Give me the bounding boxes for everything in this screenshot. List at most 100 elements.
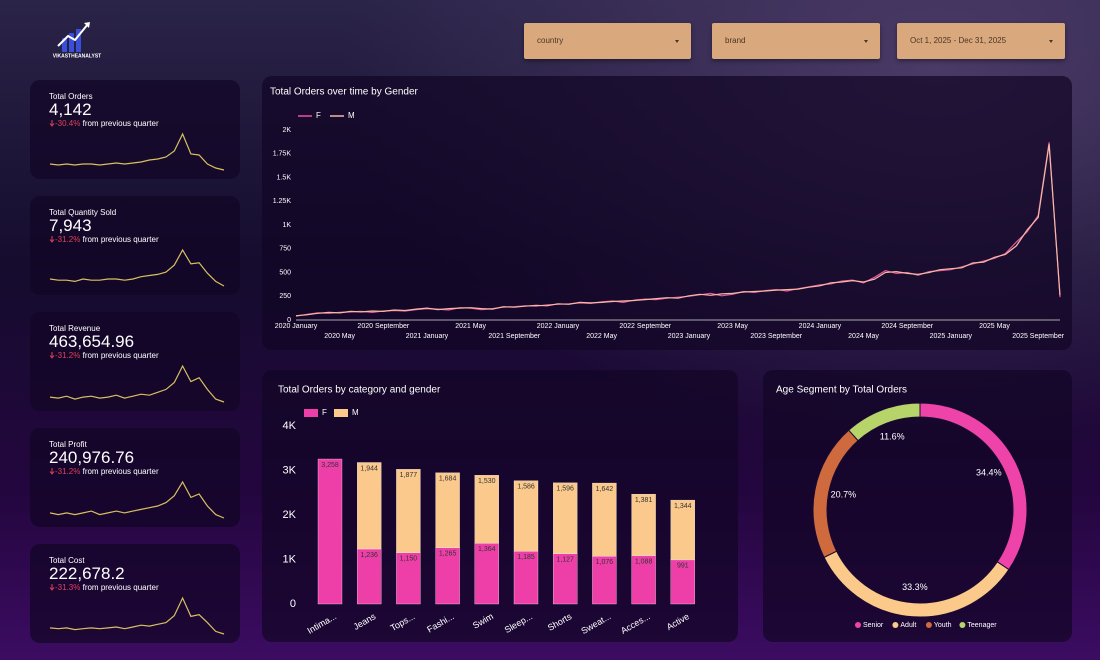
kpi-card: Total Profit 240,976.76 -31.2% from previo… [30,428,240,527]
down-arrow [49,120,55,127]
x-tick-label: Acces... [619,611,652,636]
y-tick-label: 750 [279,246,291,253]
value-label: 1,944 [360,465,378,472]
legend-swatch [855,622,861,628]
value-label: 1,236 [360,552,378,559]
chart-title: Age Segment by Total Orders [776,385,907,396]
x-tick-label: Tops... [389,611,417,633]
legend-label: Youth [934,622,952,629]
sparkline [49,480,225,519]
kpi-change: -30.4% [55,119,81,128]
bar-segment [396,552,421,605]
sparkline [49,132,225,171]
legend-label: Senior [863,622,884,629]
y-tick-label: 1.25K [273,198,292,205]
value-label: 1,185 [517,554,535,561]
y-tick-label: 2K [282,127,291,134]
kpi-value: 463,654.96 [49,332,135,351]
value-label: 1,877 [400,472,418,479]
value-label: 34.4% [976,468,1002,478]
donut-chart: Age Segment by Total Orders 34.4% 33.3% 20.… [776,385,1028,629]
x-tick-label: 2020 January [275,323,318,330]
arrow [49,120,55,127]
sparkline-chart [49,132,225,171]
bar-segment [474,543,499,605]
kpi-card: Total Cost 222,678.2 -31.3% from previous … [30,544,240,643]
kpi-card: Total Revenue 463,654.96 -31.2% from previ… [30,312,240,411]
line-card: Total Orders over time by Gender 0 250 500 7… [262,76,1072,350]
x-tick-label: Sleep... [503,611,534,635]
kpi-change: -31.2% [55,235,81,244]
series-line [295,144,1061,317]
value-label: 1,076 [596,559,614,566]
x-tick-label: 2022 September [619,323,671,330]
bar-segment [553,482,578,554]
down-arrow [49,236,55,243]
x-tick-label: 2023 May [717,323,748,330]
sparkline [49,596,225,635]
kpi-comparison: from previous quarter [82,119,159,128]
line-chart: Total Orders over time by Gender 0 250 500 7… [270,87,1065,340]
kpi-change-row: -31.2% from previous quarter [49,235,159,244]
sparkline-chart [49,480,225,519]
sparkline [49,364,225,403]
x-tick-label: 2022 May [586,333,617,340]
filter-label: Oct 1, 2025 - Dec 31, 2025 [910,36,1007,45]
arrow [49,236,55,243]
bar-segment [670,499,695,561]
legend-label: F [322,408,327,417]
arrow [49,352,55,359]
kpi-comparison: from previous quarter [82,351,159,360]
x-tick-label: Shorts [546,611,574,633]
x-tick-label: 2022 January [537,323,580,330]
kpi-change-row: -31.2% from previous quarter [49,467,159,476]
kpi-change: -31.3% [55,583,81,592]
donut-segment [848,402,921,442]
x-tick-label: Jeans [352,611,378,632]
y-tick-label: 3K [283,464,297,476]
kpi-card: Total Orders 4,142 -30.4% from previous qu… [30,80,240,179]
legend-swatch [959,622,966,628]
value-label: 20.7% [831,490,857,500]
value-label: 1,596 [556,486,574,493]
bar-segment [317,458,343,605]
legend-label: Adult [900,622,916,629]
bar-segment [357,462,382,550]
x-tick-label: 2024 January [799,323,842,330]
kpi-title: Total Quantity Sold [49,208,117,217]
bar-segment [592,482,617,557]
y-tick-label: 1.5K [277,174,292,181]
date-filter[interactable]: Oct 1, 2025 - Dec 31, 2025 [897,23,1065,59]
sparkline-chart [49,248,225,287]
bar-card: Total Orders by category and gender 0 1K 2K… [262,370,738,642]
country-filter[interactable]: country [524,23,691,59]
y-tick-label: 1K [282,222,291,229]
y-tick-label: 1K [283,553,297,565]
value-label: 1,381 [635,497,653,504]
x-tick-label: 2024 May [848,333,879,340]
x-tick-label: 2023 January [668,333,711,340]
legend-label: M [348,111,355,120]
brand-filter[interactable]: brand [712,23,880,59]
kpi-title: Total Profit [49,440,87,449]
bar-segment [513,480,539,552]
value-label: 1,642 [596,486,614,493]
chart-title: Total Orders by category and gender [278,385,441,396]
logo: VIKASTHEANALYST [53,22,101,59]
legend-label: Teenager [967,622,997,629]
y-tick-label: 1.75K [273,151,292,158]
kpi-title: Total Cost [49,556,85,565]
series-line [295,142,1061,317]
kpi-value: 4,142 [49,100,92,119]
x-tick-label: 2021 May [455,323,486,330]
value-label: 1,364 [478,546,496,553]
bar-segment [357,548,382,605]
x-tick-label: Intima... [305,611,338,636]
y-tick-label: 500 [279,269,291,276]
kpi-title: Total Revenue [49,324,101,333]
y-tick-label: 4K [283,420,297,432]
kpi-comparison: from previous quarter [82,235,159,244]
sparkline-chart [49,364,225,403]
donut-card: Age Segment by Total Orders 34.4% 33.3% 20.… [763,370,1072,642]
